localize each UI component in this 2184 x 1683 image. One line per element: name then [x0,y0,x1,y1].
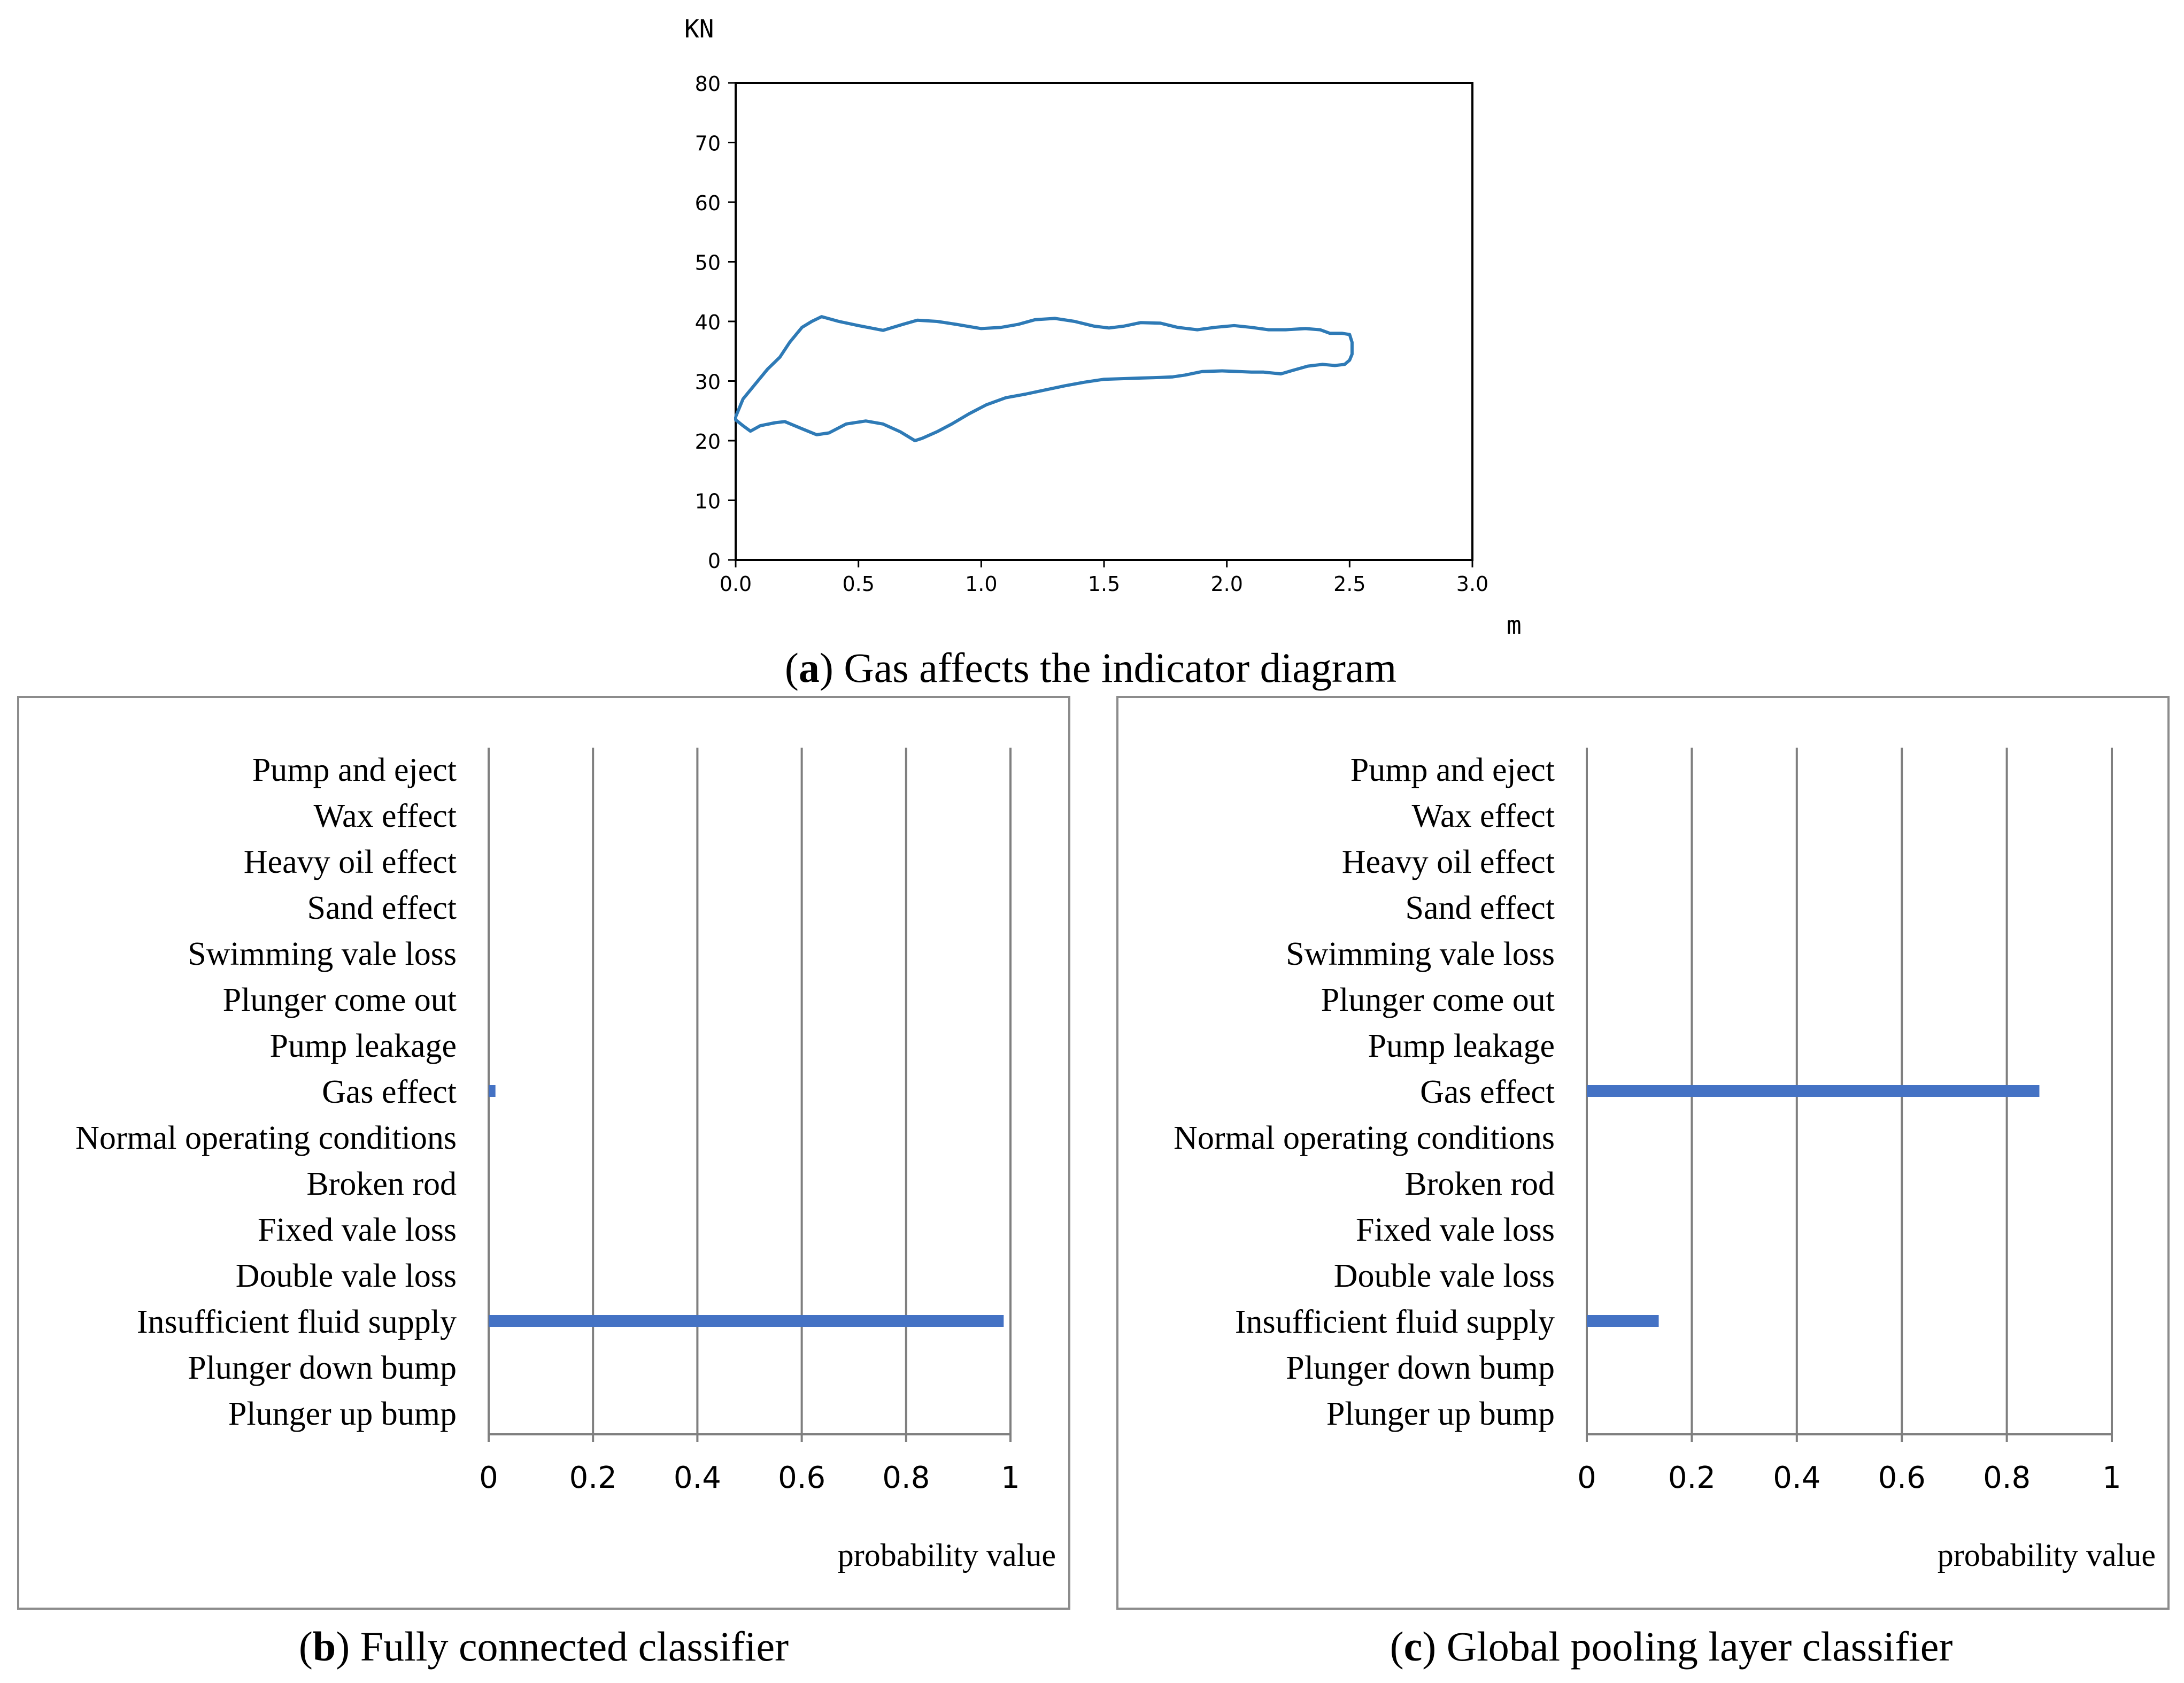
category-label: Insufficient fluid supply [137,1304,457,1340]
category-label: Pump and eject [252,752,457,788]
x-axis-ticks: 0.0 0.5 1.0 1.5 2.0 2.5 3.0 [720,560,1488,596]
y-tick-label: 60 [695,191,721,215]
y-axis-ticks: 0 10 20 30 40 50 60 70 80 [695,72,736,573]
y-tick-label: 20 [695,430,721,454]
category-label: Plunger up bump [228,1396,457,1432]
fully-connected-chart: 0 0.2 0.4 0.6 0.8 1 Pump and eject Wax effect He… [75,748,1056,1573]
x-tick-label: 0.4 [1773,1461,1820,1495]
category-label: Heavy oil effect [244,844,457,880]
caption-b-letter: b [313,1623,336,1670]
x-tick-label: 0.2 [569,1461,617,1495]
x-tick-label: 0 [479,1461,498,1495]
category-label: Plunger down bump [188,1350,457,1386]
category-label: Normal operating conditions [75,1120,457,1156]
bar [489,1085,496,1097]
caption-a-letter: a [799,644,820,691]
category-label: Double vale loss [236,1258,457,1294]
caption-a-text: Gas affects the indicator diagram [834,644,1396,691]
x-tick-label: 1.5 [1088,572,1120,596]
x-tick-label: 0.8 [882,1461,930,1495]
y-tick-label: 80 [695,72,721,96]
category-label: Pump and eject [1350,752,1555,788]
y-tick-label: 30 [695,371,721,394]
y-tick-label: 70 [695,132,721,156]
category-label: Broken rod [1404,1166,1555,1202]
panel-b-frame [17,696,1070,1610]
y-tick-label: 0 [708,549,721,573]
category-label: Double vale loss [1334,1258,1555,1294]
category-label: Normal operating conditions [1174,1120,1555,1156]
x-tick-label: 0.8 [1983,1461,2031,1495]
category-label: Pump leakage [269,1028,457,1064]
category-label: Sand effect [1406,890,1555,926]
category-label: Plunger come out [223,982,457,1018]
category-label: Plunger down bump [1286,1350,1555,1386]
y-tick-label: 10 [695,490,721,513]
category-label: Pump leakage [1368,1028,1555,1064]
category-label: Swimming vale loss [188,936,457,972]
category-label: Wax effect [1411,798,1555,834]
x-tick-label: 1 [1001,1461,1020,1495]
caption-b: (b) Fully connected classifier [299,1623,789,1670]
y-tick-label: 50 [695,251,721,275]
indicator-line-series [734,315,1354,442]
x-axis-label: m [1507,611,1522,640]
category-label: Broken rod [306,1166,457,1202]
x-tick-label: 0.5 [842,572,874,596]
x-tick-label: 2.5 [1333,572,1365,596]
x-axis-label: probability value [838,1538,1056,1573]
category-label: Fixed vale loss [1356,1212,1555,1248]
bar [1587,1085,2040,1097]
x-tick-label: 2.0 [1210,572,1243,596]
category-label: Gas effect [322,1074,457,1110]
x-tick-label: 0.2 [1668,1461,1716,1495]
caption-b-text: Fully connected classifier [350,1623,789,1670]
bar [1587,1315,1659,1327]
caption-c-text: Global pooling layer classifier [1436,1623,1953,1670]
x-tick-label: 0 [1577,1461,1596,1495]
global-pooling-chart: 0 0.2 0.4 0.6 0.8 1 Pump and eject Wax effect He… [1174,748,2156,1573]
x-axis-label: probability value [1938,1538,2156,1573]
x-tick-label: 0.6 [778,1461,825,1495]
caption-c-letter: c [1404,1623,1423,1670]
category-label: Insufficient fluid supply [1235,1304,1555,1340]
x-tick-label: 3.0 [1456,572,1488,596]
x-tick-label: 0.0 [720,572,752,596]
category-label: Fixed vale loss [258,1212,457,1248]
caption-a: (a) Gas affects the indicator diagram [785,644,1396,691]
category-label: Plunger come out [1321,982,1555,1018]
category-label: Plunger up bump [1326,1396,1555,1432]
x-tick-label: 0.4 [674,1461,721,1495]
y-tick-label: 40 [695,311,721,334]
bar [489,1315,1004,1327]
category-label: Gas effect [1420,1074,1555,1110]
category-label: Wax effect [313,798,457,834]
x-tick-label: 1.0 [965,572,997,596]
x-tick-label: 1 [2102,1461,2121,1495]
category-label: Swimming vale loss [1286,936,1555,972]
category-label: Sand effect [307,890,457,926]
caption-c: (c) Global pooling layer classifier [1390,1623,1953,1670]
panel-c-frame [1116,696,2170,1610]
y-axis-label: KN [684,14,714,43]
category-label: Heavy oil effect [1342,844,1555,880]
x-tick-label: 0.6 [1878,1461,1926,1495]
